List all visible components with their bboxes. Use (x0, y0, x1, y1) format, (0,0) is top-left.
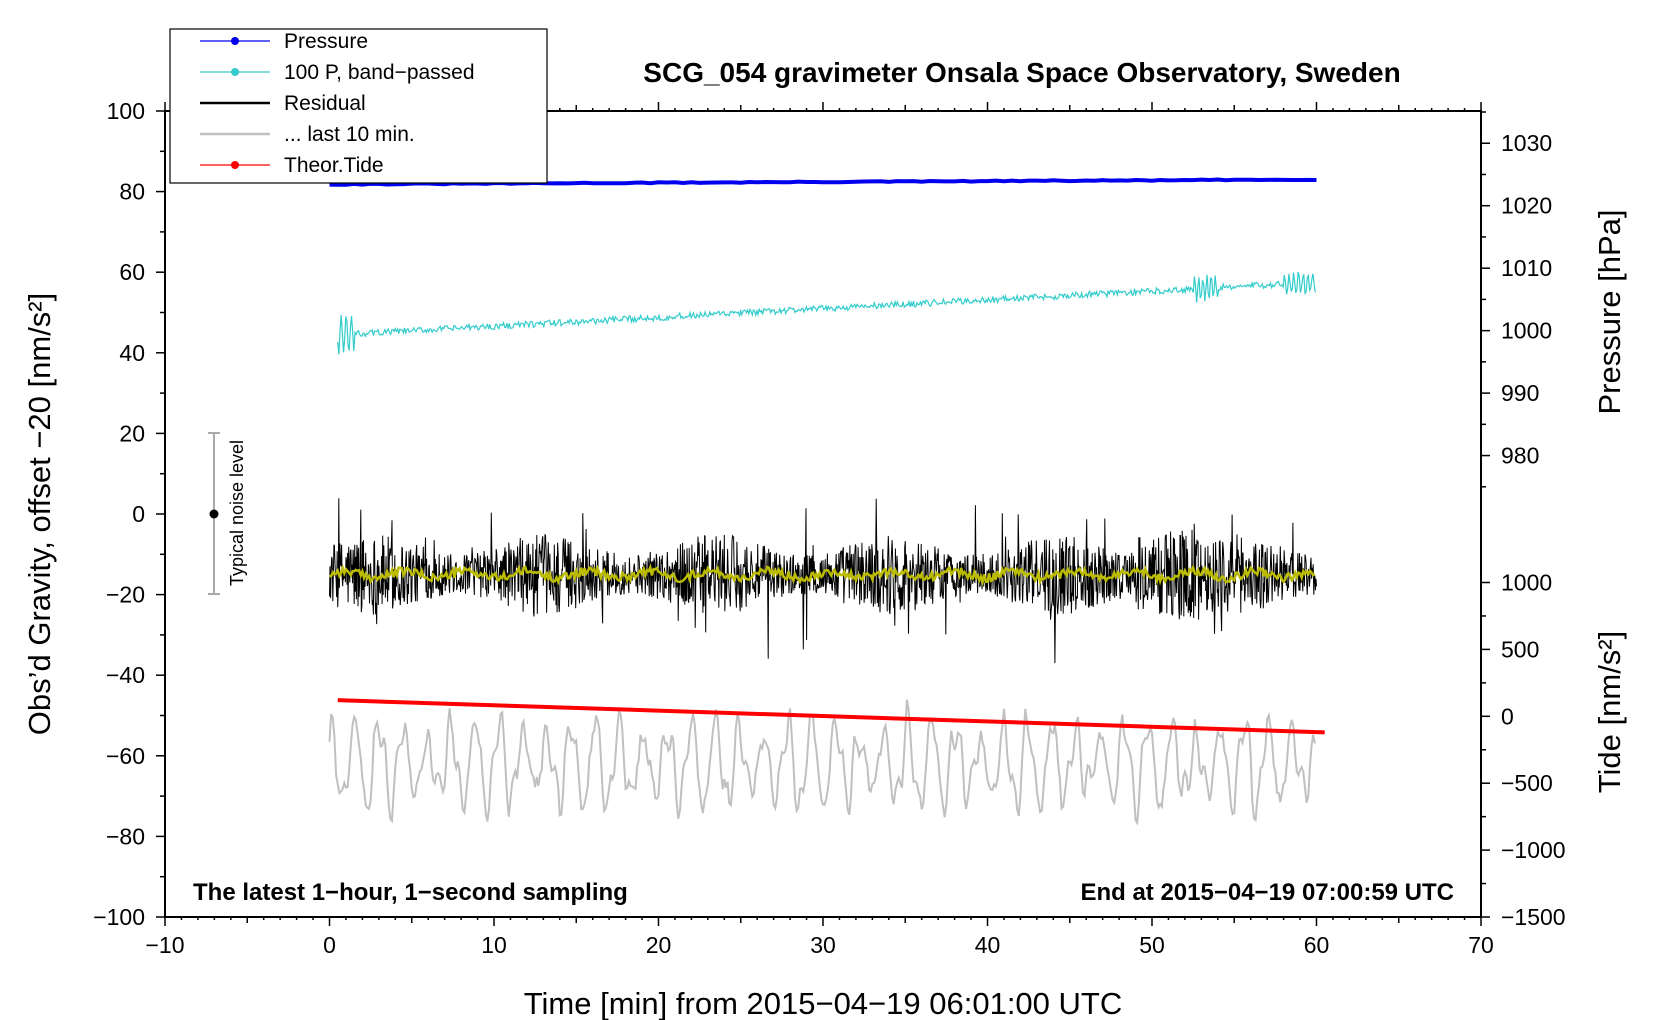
y-tick-label: 60 (119, 259, 145, 285)
y-axis-title-pressure: Pressure [hPa] (1592, 209, 1627, 414)
noise-bar-label: Typical noise level (227, 440, 247, 586)
legend-marker (231, 68, 239, 76)
annotation-end-time: End at 2015−04−19 07:00:59 UTC (1080, 879, 1454, 906)
tide-tick-label: −1000 (1501, 837, 1566, 863)
legend-marker (231, 37, 239, 45)
y-tick-label: 80 (119, 179, 145, 205)
pressure-tick-label: 1020 (1501, 193, 1552, 219)
series-residual (329, 498, 1317, 664)
y-tick-label: 100 (107, 98, 145, 124)
legend-label: Pressure (284, 30, 368, 53)
y-tick-label: −100 (93, 904, 145, 930)
noise-bar: Typical noise level (208, 432, 247, 595)
x-tick-label: 60 (1304, 932, 1330, 958)
noise-bar-center-dot (209, 509, 219, 519)
tide-tick-label: 500 (1501, 636, 1539, 662)
data-series-group (328, 177, 1325, 826)
x-tick-label: 0 (323, 932, 336, 958)
series-residual-smoothed (329, 563, 1316, 587)
axis-ticks-group: −10 0 10 20 30 40 50 60 70−100−80−60−40−20020406… (93, 98, 1565, 958)
y-tick-label: −40 (106, 662, 145, 688)
x-tick-label: 50 (1139, 932, 1165, 958)
tide-tick-label: −1500 (1501, 904, 1566, 930)
tide-tick-label: 0 (1501, 703, 1514, 729)
x-tick-label: 30 (810, 932, 836, 958)
y-tick-label: −80 (106, 823, 145, 849)
y-axis-title-tide: Tide [nm/s²] (1592, 631, 1627, 794)
y-tick-label: 20 (119, 420, 145, 446)
y-tick-label: −20 (106, 582, 145, 608)
annotation-sampling: The latest 1−hour, 1−second sampling (193, 879, 628, 906)
tide-tick-label: 1000 (1501, 570, 1552, 596)
y-axis-title-left: Obs’d Gravity, offset −20 [nm/s²] (22, 293, 57, 736)
pressure-tick-label: 990 (1501, 380, 1539, 406)
y-tick-label: 40 (119, 340, 145, 366)
legend-label: Residual (284, 92, 366, 115)
series-pressure-bandpassed (337, 271, 1316, 355)
legend-label: Theor.Tide (284, 154, 384, 177)
y-tick-label: 0 (132, 501, 145, 527)
legend-box (169, 28, 548, 184)
pressure-tick-label: 980 (1501, 443, 1539, 469)
legend-label: ... last 10 min. (284, 123, 415, 146)
pressure-tick-label: 1000 (1501, 318, 1552, 344)
x-tick-label: 20 (646, 932, 672, 958)
pressure-tick-label: 1010 (1501, 255, 1552, 281)
chart-title: SCG_054 gravimeter Onsala Space Observat… (643, 57, 1400, 88)
y-tick-label: −60 (106, 743, 145, 769)
x-tick-label: 10 (481, 932, 507, 958)
pressure-tick-label: 1030 (1501, 130, 1552, 156)
x-tick-label: 40 (975, 932, 1001, 958)
x-tick-label: −10 (145, 932, 184, 958)
series-theoretical-tide (337, 698, 1325, 735)
legend: Pressure 100 P, band−passed Residual ... la… (169, 28, 548, 184)
legend-marker (231, 161, 239, 169)
legend-label: 100 P, band−passed (284, 61, 475, 84)
x-axis-title: Time [min] from 2015−04−19 06:01:00 UTC (524, 986, 1123, 1020)
tide-tick-label: −500 (1501, 770, 1553, 796)
x-tick-label: 70 (1468, 932, 1494, 958)
